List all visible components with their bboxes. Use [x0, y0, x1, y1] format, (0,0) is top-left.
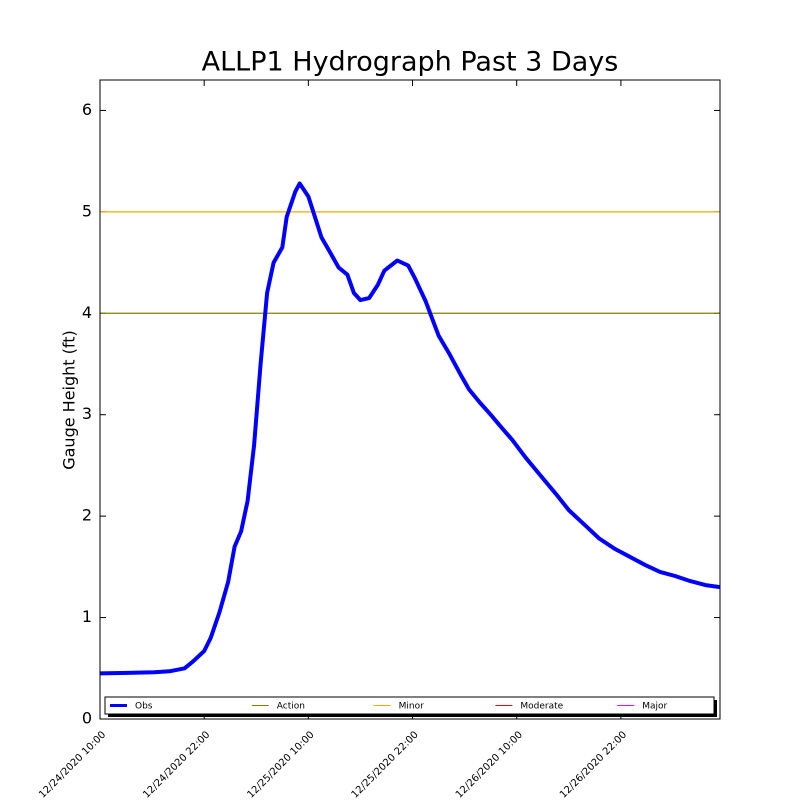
legend-label: Minor [399, 702, 424, 712]
y-tick-label: 1 [82, 607, 92, 626]
legend-label: Action [277, 702, 305, 712]
legend-label: Obs [135, 702, 153, 712]
y-tick-label: 6 [82, 100, 92, 119]
plot-frame [99, 79, 721, 720]
y-tick-label: 5 [82, 201, 92, 220]
y-tick-label: 4 [82, 303, 92, 322]
legend: Obs Action Minor Moderate Major [104, 696, 717, 717]
series-line [99, 181, 721, 676]
y-tick-label: 0 [82, 709, 92, 728]
y-tick-label: 2 [82, 506, 92, 525]
legend-box [104, 696, 715, 715]
legend-label: Major [642, 702, 667, 712]
y-axis-label: Gauge Height (ft) [60, 330, 79, 470]
chart-title: ALLP1 Hydrograph Past 3 Days [202, 47, 619, 78]
legend-label: Moderate [520, 702, 563, 712]
y-tick-label: 3 [82, 404, 92, 423]
